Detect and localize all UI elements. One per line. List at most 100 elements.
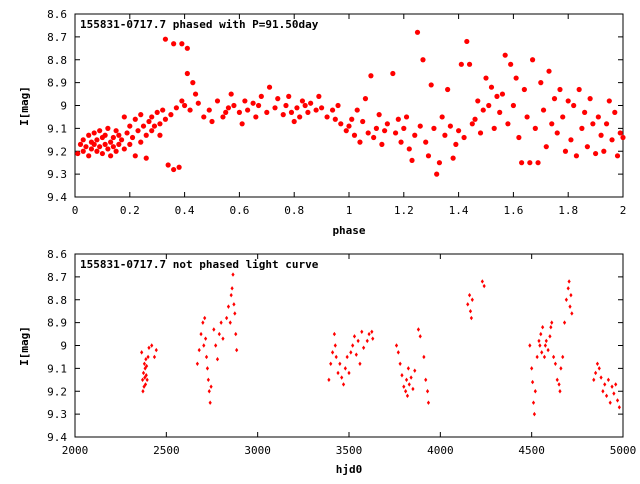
data-point: [529, 57, 536, 63]
data-point: [565, 98, 571, 104]
data-point: [413, 368, 417, 373]
data-point: [308, 100, 314, 106]
data-point: [157, 121, 163, 127]
data-point: [171, 41, 177, 47]
data-point: [423, 139, 429, 145]
data-point: [395, 116, 401, 122]
data-point: [179, 41, 185, 47]
data-point: [324, 114, 330, 120]
y-tick-label: 9.1: [47, 362, 67, 375]
data-point: [195, 361, 199, 366]
data-point: [426, 400, 431, 405]
data-point: [145, 377, 149, 383]
x-tick-label: 5000: [610, 444, 637, 457]
data-point: [505, 121, 511, 127]
data-point: [143, 155, 149, 161]
data-point: [108, 139, 114, 145]
x-tick-label: 1.2: [394, 204, 414, 217]
data-point: [138, 139, 144, 145]
data-point: [349, 116, 355, 122]
data-point: [513, 75, 519, 81]
data-point: [230, 286, 234, 291]
data-point: [417, 123, 423, 129]
data-point: [299, 98, 306, 104]
data-point: [202, 343, 206, 348]
data-point: [195, 100, 201, 106]
data-point: [601, 389, 605, 394]
data-point: [472, 116, 478, 122]
data-point: [530, 379, 535, 385]
data-point: [362, 96, 369, 102]
data-point: [338, 361, 342, 366]
data-point: [88, 146, 95, 152]
data-point: [149, 128, 155, 134]
data-point: [358, 361, 362, 366]
data-point: [597, 366, 601, 371]
data-point: [229, 292, 233, 298]
data-point: [150, 343, 154, 348]
data-point: [531, 400, 536, 405]
data-point: [362, 345, 366, 350]
data-point: [212, 327, 216, 332]
chart-title: 155831-0717.7 not phased light curve: [80, 258, 319, 271]
data-point: [102, 141, 108, 147]
data-point: [521, 86, 527, 93]
data-point: [470, 297, 474, 302]
x-tick-label: 2500: [153, 444, 180, 457]
data-point: [546, 68, 552, 74]
data-point: [398, 139, 404, 145]
data-point: [144, 357, 148, 362]
data-point: [118, 137, 125, 143]
y-tick-label: 8.9: [47, 77, 67, 90]
data-point: [302, 102, 308, 109]
data-point: [603, 382, 607, 387]
data-point: [409, 157, 415, 163]
y-tick-label: 8.7: [47, 271, 67, 284]
x-tick-label: 4000: [427, 444, 454, 457]
data-point: [208, 400, 212, 405]
data-point: [356, 338, 360, 344]
data-point: [338, 121, 344, 127]
data-point: [288, 109, 295, 115]
data-point: [398, 361, 402, 366]
data-point: [420, 57, 426, 63]
data-point: [108, 153, 114, 159]
data-point: [530, 366, 534, 371]
data-point: [352, 334, 357, 339]
data-point: [425, 389, 430, 394]
data-point: [425, 153, 432, 159]
data-point: [206, 377, 210, 383]
data-point: [532, 411, 537, 417]
x-tick-label: 1.8: [558, 204, 578, 217]
data-point: [469, 121, 475, 127]
data-point: [453, 141, 459, 147]
data-point: [566, 286, 570, 291]
data-point: [143, 132, 149, 138]
phased-light-curve-panel: 155831-0717.7 phased with P=91.50day pha…: [18, 8, 626, 237]
data-point: [609, 137, 615, 143]
data-point: [486, 102, 492, 109]
data-point: [214, 98, 221, 104]
data-point: [379, 141, 385, 147]
data-point: [475, 98, 481, 104]
data-point: [409, 375, 413, 380]
data-point: [291, 118, 297, 125]
tick-layer: 0 0.2 0.4 0.6 0.8 1 1.2 1.4 1.6 1.8 2 8.6 8.7 8.8 8.9 9…: [47, 8, 626, 217]
data-point: [75, 150, 81, 157]
data-point: [113, 128, 119, 134]
y-tick-label: 8.8: [47, 54, 67, 67]
data-point: [110, 134, 116, 141]
data-point: [140, 350, 144, 355]
data-point: [102, 132, 108, 138]
data-point: [343, 366, 347, 371]
data-point: [539, 331, 543, 337]
data-point: [332, 331, 336, 337]
data-point: [121, 114, 127, 120]
y-tick-label: 8.9: [47, 317, 67, 330]
data-point: [439, 114, 445, 120]
data-point: [494, 93, 500, 99]
data-point: [146, 118, 152, 125]
data-point: [365, 338, 369, 344]
data-point: [528, 343, 532, 348]
